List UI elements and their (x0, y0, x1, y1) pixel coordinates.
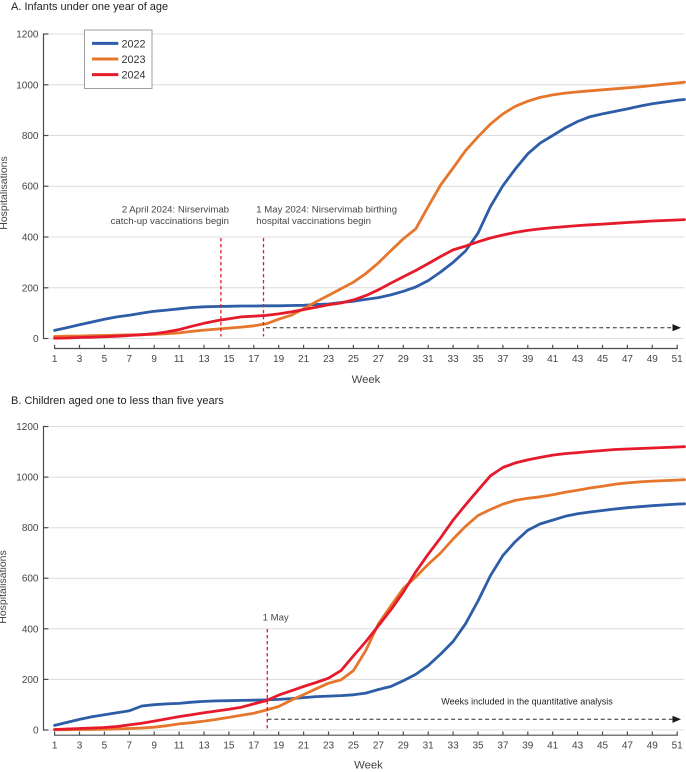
svg-text:17: 17 (248, 741, 260, 752)
svg-text:Hospitalisations: Hospitalisations (0, 550, 9, 624)
svg-text:7: 7 (127, 354, 133, 365)
svg-text:35: 35 (472, 741, 484, 752)
svg-text:catch-up vaccinations begin: catch-up vaccinations begin (111, 216, 229, 227)
svg-text:1 May 2024: Nirservimab birthi: 1 May 2024: Nirservimab birthing (256, 205, 397, 216)
svg-text:41: 41 (547, 354, 559, 365)
svg-text:37: 37 (497, 741, 509, 752)
svg-text:41: 41 (547, 741, 559, 752)
svg-text:51: 51 (672, 354, 684, 365)
svg-text:11: 11 (174, 354, 185, 365)
svg-text:Hospitalisations: Hospitalisations (0, 156, 10, 230)
svg-text:1000: 1000 (16, 473, 39, 484)
svg-text:5: 5 (102, 354, 108, 365)
svg-text:200: 200 (22, 675, 39, 686)
svg-text:35: 35 (472, 354, 484, 365)
svg-text:1: 1 (52, 741, 58, 752)
svg-text:25: 25 (348, 354, 360, 365)
svg-text:1000: 1000 (16, 80, 39, 91)
svg-text:3: 3 (77, 354, 83, 365)
svg-text:1: 1 (52, 354, 58, 365)
svg-text:400: 400 (22, 233, 39, 244)
svg-text:1200: 1200 (16, 30, 39, 41)
svg-text:hospital vaccinations begin: hospital vaccinations begin (256, 216, 371, 227)
svg-text:39: 39 (522, 741, 534, 752)
svg-text:21: 21 (298, 354, 310, 365)
svg-text:0: 0 (33, 726, 39, 737)
svg-text:23: 23 (323, 741, 335, 752)
svg-text:9: 9 (151, 741, 157, 752)
svg-text:45: 45 (597, 741, 609, 752)
svg-text:31: 31 (423, 354, 435, 365)
svg-text:Weeks included in the quantita: Weeks included in the quantitative analy… (441, 697, 613, 707)
svg-text:17: 17 (248, 354, 260, 365)
svg-text:33: 33 (448, 741, 460, 752)
svg-text:2024: 2024 (122, 70, 146, 82)
svg-text:0: 0 (33, 334, 39, 345)
svg-text:B. Children aged one to less t: B. Children aged one to less than five y… (11, 395, 224, 407)
svg-text:Week: Week (354, 760, 383, 772)
svg-text:200: 200 (22, 283, 39, 294)
svg-text:27: 27 (373, 354, 385, 365)
svg-text:21: 21 (298, 741, 310, 752)
svg-text:37: 37 (497, 354, 509, 365)
svg-text:800: 800 (22, 523, 39, 534)
svg-text:47: 47 (622, 741, 634, 752)
svg-text:29: 29 (398, 354, 410, 365)
svg-text:A. Infants under one year of a: A. Infants under one year of age (11, 1, 168, 13)
svg-text:25: 25 (348, 741, 360, 752)
svg-text:800: 800 (22, 131, 39, 142)
svg-text:47: 47 (622, 354, 634, 365)
svg-text:15: 15 (223, 354, 235, 365)
svg-text:1200: 1200 (16, 422, 39, 433)
svg-text:49: 49 (647, 354, 659, 365)
svg-text:43: 43 (572, 741, 584, 752)
svg-text:33: 33 (448, 354, 460, 365)
svg-text:39: 39 (522, 354, 534, 365)
svg-text:2022: 2022 (122, 38, 146, 50)
svg-text:31: 31 (423, 741, 435, 752)
svg-text:45: 45 (597, 354, 609, 365)
svg-text:2 April 2024: Nirservimab: 2 April 2024: Nirservimab (122, 205, 229, 216)
svg-text:51: 51 (672, 741, 684, 752)
svg-text:5: 5 (102, 741, 108, 752)
svg-text:29: 29 (398, 741, 410, 752)
svg-text:2023: 2023 (122, 54, 146, 66)
svg-text:23: 23 (323, 354, 335, 365)
svg-text:19: 19 (273, 741, 285, 752)
svg-text:400: 400 (22, 624, 39, 635)
svg-text:27: 27 (373, 741, 385, 752)
svg-text:9: 9 (151, 354, 157, 365)
svg-text:600: 600 (22, 574, 39, 585)
svg-text:3: 3 (77, 741, 83, 752)
svg-text:19: 19 (273, 354, 285, 365)
svg-text:13: 13 (198, 741, 210, 752)
svg-text:13: 13 (198, 354, 210, 365)
svg-text:11: 11 (174, 741, 185, 752)
svg-text:15: 15 (223, 741, 235, 752)
svg-text:49: 49 (647, 741, 659, 752)
svg-text:7: 7 (127, 741, 133, 752)
svg-text:1 May: 1 May (263, 613, 289, 624)
svg-text:Week: Week (352, 374, 381, 386)
svg-text:600: 600 (22, 182, 39, 193)
svg-text:43: 43 (572, 354, 584, 365)
